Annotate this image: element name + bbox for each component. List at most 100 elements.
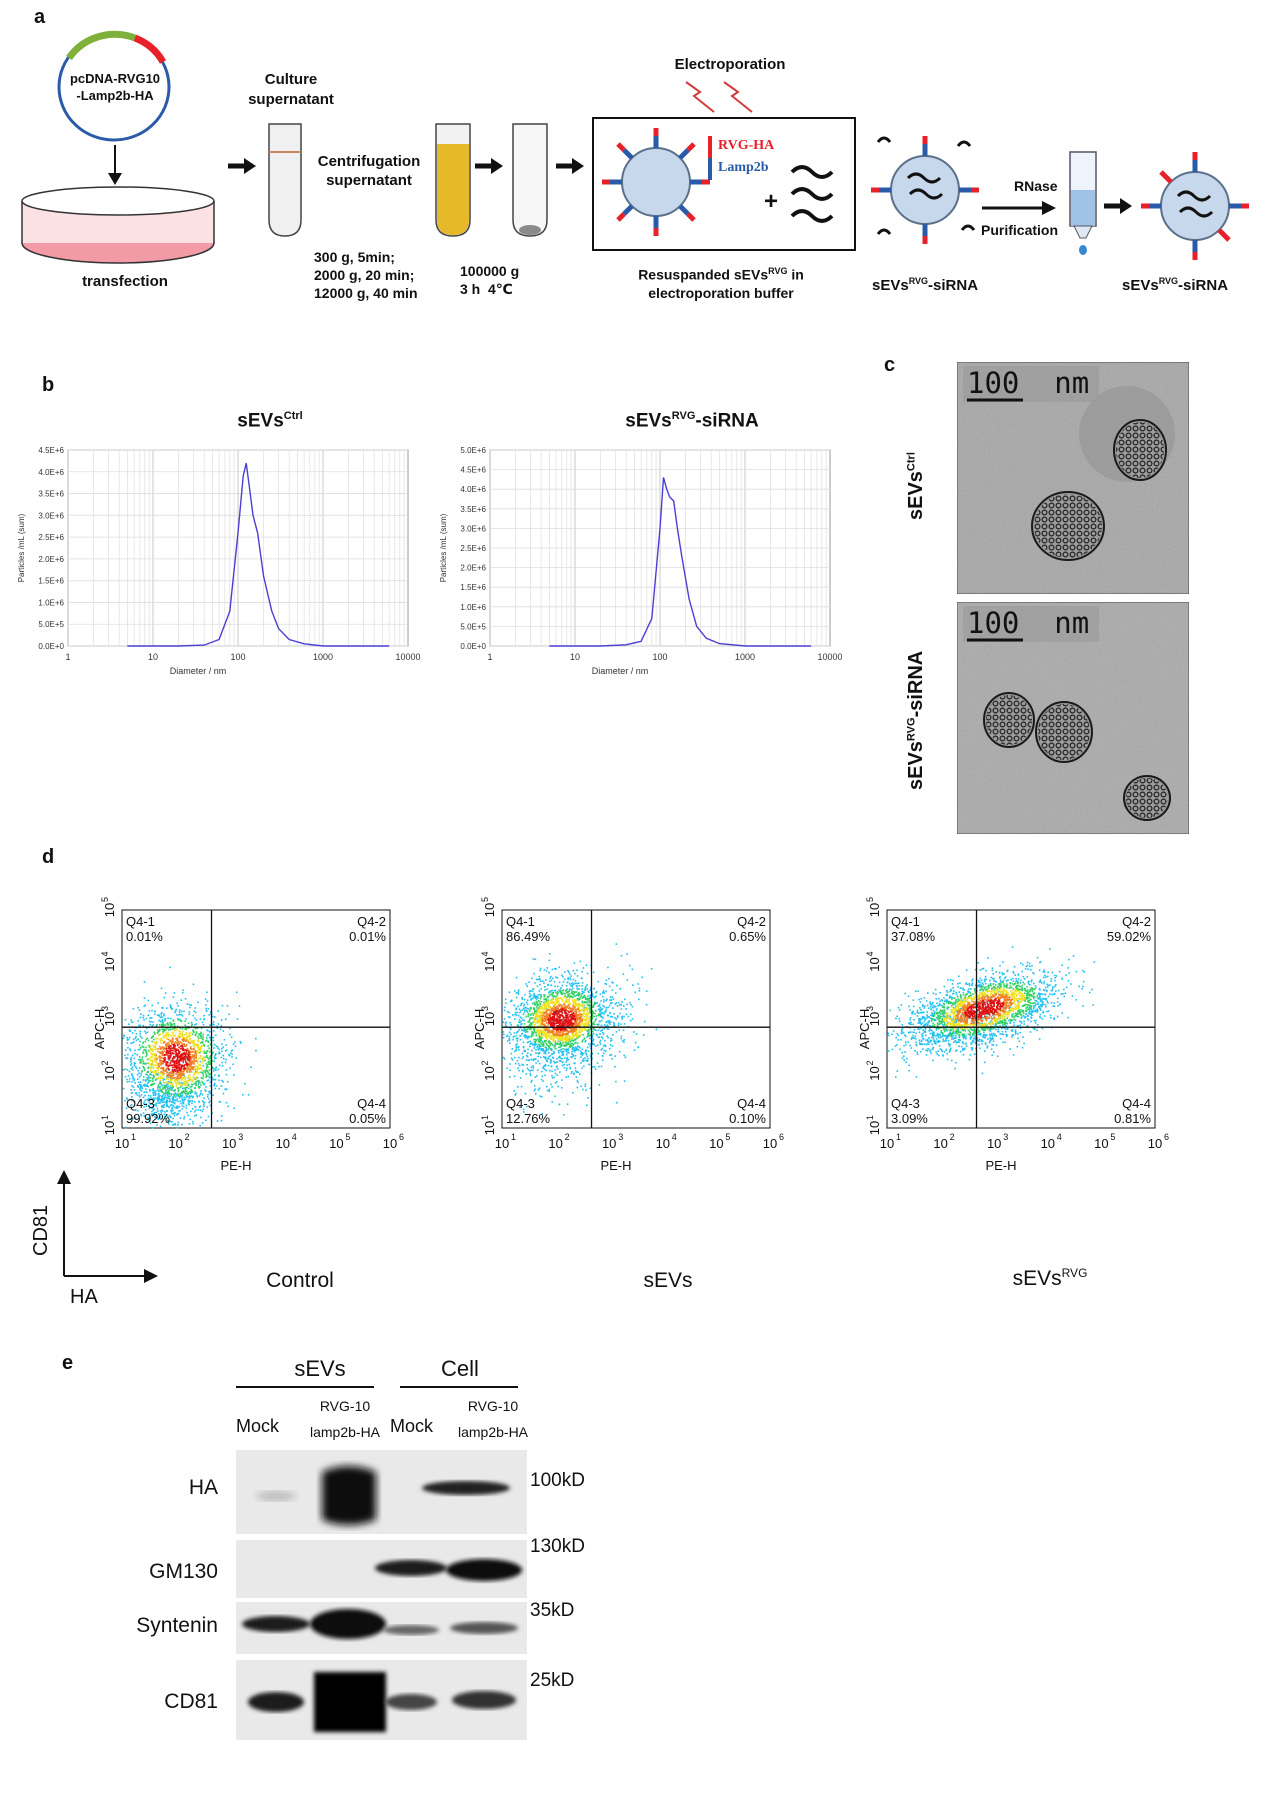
event-dot <box>208 1091 210 1093</box>
event-dot <box>554 1010 557 1012</box>
event-dot <box>582 1008 585 1010</box>
event-dot <box>560 1014 563 1017</box>
event-dot <box>637 983 640 985</box>
event-dot <box>629 1019 632 1022</box>
event-dot <box>166 1075 168 1078</box>
event-dot <box>1038 1038 1041 1040</box>
event-dot <box>125 1107 128 1110</box>
event-dot <box>179 1100 182 1102</box>
event-dot <box>568 1035 571 1037</box>
event-dot <box>553 1016 556 1018</box>
x-tick-exponent: 1 <box>131 1132 136 1142</box>
event-dot <box>609 1023 611 1026</box>
event-dot <box>575 1035 577 1037</box>
event-dot <box>194 1007 197 1009</box>
event-dot <box>533 1020 535 1023</box>
event-dot <box>191 1100 194 1102</box>
event-dot <box>536 1045 539 1047</box>
event-dot <box>176 1081 179 1084</box>
event-dot <box>623 1054 625 1057</box>
event-dot <box>576 1019 578 1021</box>
event-dot <box>524 1049 526 1052</box>
panel-label-c: c <box>884 354 896 376</box>
event-dot <box>642 1034 645 1036</box>
event-dot <box>586 1030 589 1033</box>
event-dot <box>543 1029 545 1032</box>
event-dot <box>155 1069 158 1072</box>
event-dot <box>138 1076 141 1078</box>
event-dot <box>185 1067 187 1070</box>
x-tick-label: 10 <box>222 1136 236 1151</box>
event-dot <box>134 1049 136 1052</box>
event-dot <box>232 1043 235 1045</box>
event-dot <box>595 995 597 998</box>
x-tick-label: 10 <box>115 1136 129 1151</box>
event-dot <box>613 1025 615 1027</box>
event-dot <box>1034 999 1036 1002</box>
event-dot <box>192 1076 194 1078</box>
event-dot <box>598 1084 601 1086</box>
event-dot <box>176 1098 178 1100</box>
event-dot <box>537 1040 540 1043</box>
event-dot <box>538 1035 540 1037</box>
event-dot <box>202 1108 205 1111</box>
event-dot <box>579 960 582 963</box>
event-dot <box>597 1044 599 1046</box>
event-dot <box>533 1029 536 1031</box>
event-dot <box>204 1071 206 1074</box>
event-dot <box>570 1027 573 1030</box>
event-dot <box>1053 1018 1055 1021</box>
event-dot <box>585 1014 587 1017</box>
event-dot <box>159 1090 161 1092</box>
event-dot <box>551 1010 553 1012</box>
event-dot <box>168 1054 171 1057</box>
event-dot <box>175 1060 178 1062</box>
event-dot <box>197 1079 199 1082</box>
event-dot <box>547 1024 549 1026</box>
scalebar-label: 100 nm <box>967 366 1090 400</box>
event-dot <box>174 1066 177 1068</box>
event-dot <box>549 1069 551 1072</box>
event-dot <box>194 1060 197 1062</box>
event-dot <box>557 1000 560 1002</box>
event-dot <box>189 1058 191 1061</box>
event-dot <box>591 1066 594 1068</box>
event-dot <box>199 1071 202 1074</box>
event-dot <box>189 1095 191 1097</box>
event-dot <box>156 1102 158 1105</box>
event-dot <box>214 1054 216 1057</box>
event-dot <box>538 978 541 981</box>
event-dot <box>229 1027 231 1030</box>
event-dot <box>199 1055 202 1058</box>
event-dot <box>154 1094 157 1097</box>
event-dot <box>191 1083 194 1086</box>
event-dot <box>190 1083 193 1086</box>
event-dot <box>591 1034 594 1037</box>
event-dot <box>157 1048 159 1050</box>
event-dot <box>601 1011 603 1014</box>
event-dot <box>159 1052 162 1055</box>
event-dot <box>529 1043 532 1046</box>
event-dot <box>566 1057 568 1060</box>
event-dot <box>137 1081 140 1083</box>
event-dot <box>165 1032 167 1035</box>
x-tick-label: 10 <box>148 652 158 662</box>
event-dot <box>180 1033 182 1036</box>
event-dot <box>170 1072 173 1075</box>
y-tick-label: 10 <box>102 1121 117 1135</box>
event-dot <box>184 1034 186 1036</box>
event-dot <box>536 1020 538 1022</box>
event-dot <box>533 1084 536 1087</box>
event-dot <box>234 1041 236 1043</box>
event-dot <box>202 1036 205 1038</box>
event-dot <box>190 1068 193 1070</box>
event-dot <box>537 1003 540 1006</box>
event-dot <box>525 1030 527 1032</box>
event-dot <box>581 990 584 993</box>
event-dot <box>168 1093 171 1095</box>
event-dot <box>159 1040 162 1042</box>
event-dot <box>537 993 540 996</box>
event-dot <box>525 1010 528 1012</box>
event-dot <box>542 1066 545 1068</box>
event-dot <box>178 1040 180 1043</box>
